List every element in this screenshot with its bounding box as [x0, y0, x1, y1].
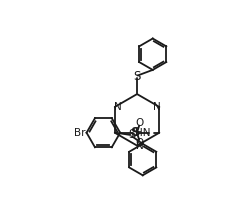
- Text: S: S: [128, 128, 135, 142]
- Text: N: N: [136, 141, 144, 151]
- Text: O: O: [136, 138, 144, 148]
- Text: Br: Br: [74, 128, 86, 138]
- Text: S: S: [131, 126, 141, 139]
- Text: O: O: [136, 118, 144, 128]
- Text: S: S: [133, 70, 141, 83]
- Text: N: N: [114, 102, 122, 112]
- Text: N: N: [153, 102, 160, 112]
- Text: HN: HN: [135, 128, 150, 138]
